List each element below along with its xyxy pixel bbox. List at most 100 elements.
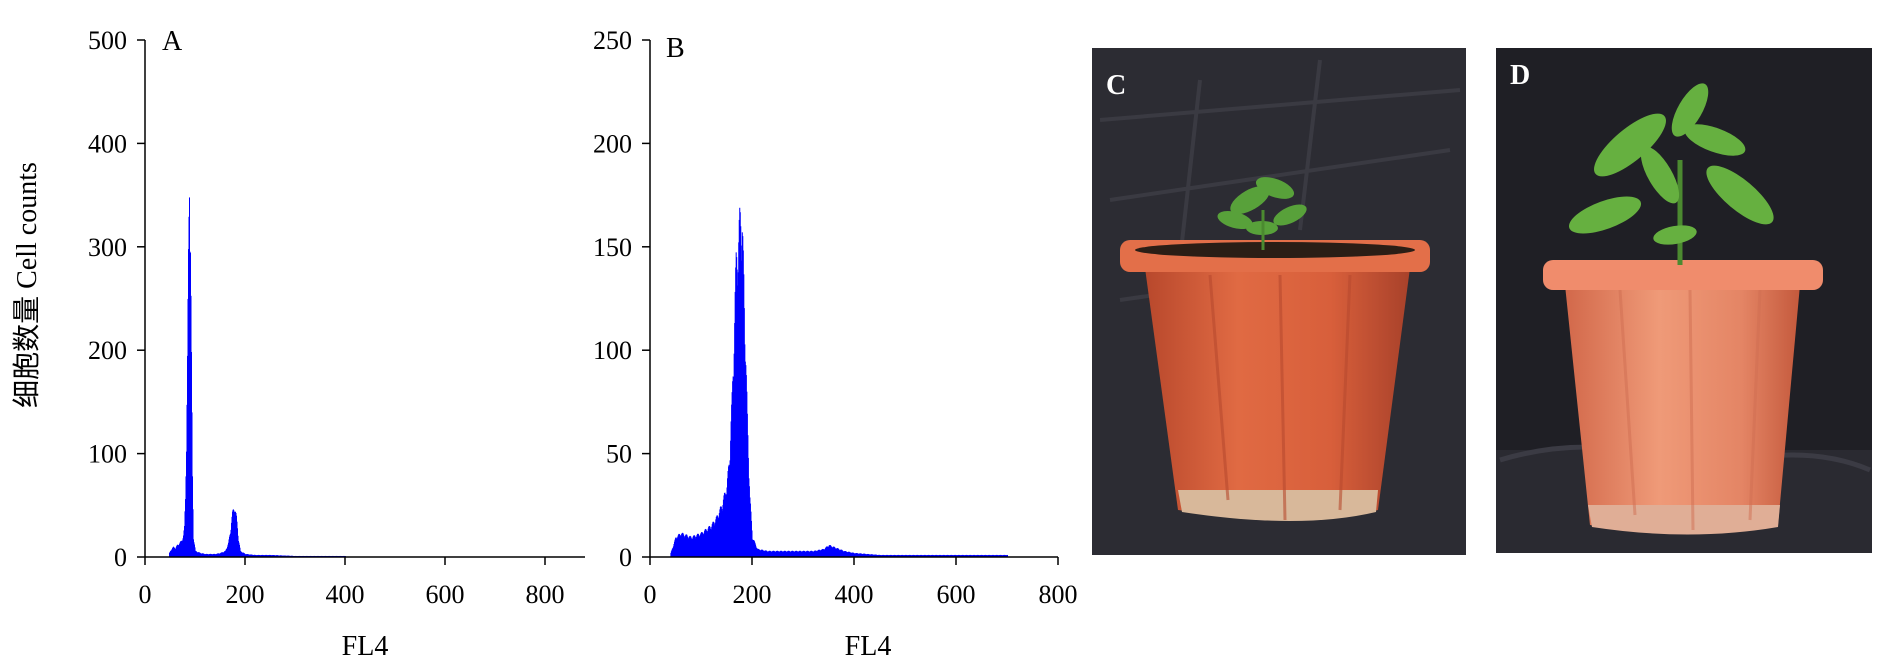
histogram-bar: [936, 554, 938, 557]
histogram-bar: [724, 492, 726, 557]
histogram-bar: [985, 554, 987, 557]
histogram-bar: [835, 548, 837, 557]
histogram-bar: [865, 554, 867, 557]
histogram-bar: [814, 550, 816, 557]
histogram-bar: [824, 548, 826, 557]
histogram-bar: [841, 549, 843, 557]
histogram-bar: [793, 551, 795, 557]
histogram-bar: [959, 555, 961, 557]
histogram-bar: [907, 555, 909, 557]
histogram-bar: [748, 478, 750, 557]
histogram-bar: [691, 539, 693, 557]
histogram-bar: [955, 555, 957, 557]
histogram-bar: [913, 554, 915, 557]
histogram-bar: [798, 551, 800, 557]
histogram-bar: [950, 554, 952, 557]
histogram-bar: [820, 549, 822, 557]
histogram-bar: [964, 555, 966, 557]
histogram-bar: [822, 548, 824, 557]
histogram-bar: [714, 522, 716, 557]
histogram-bar: [922, 555, 924, 557]
histogram-bar: [728, 466, 730, 557]
histogram-bar: [785, 551, 787, 557]
histogram-bar: [949, 555, 951, 557]
histogram-bar: [672, 546, 674, 557]
histogram-bar: [894, 554, 896, 557]
histogram-bar: [815, 550, 817, 557]
histogram-bar: [926, 555, 928, 557]
histogram-bar: [761, 549, 763, 557]
histogram-bar: [738, 219, 740, 557]
histogram-bar: [845, 551, 847, 557]
histogram-bar: [904, 555, 906, 557]
y-ticks-b: 0 50 100 150 200 250: [593, 26, 650, 572]
histogram-bar: [846, 551, 848, 557]
histogram-bar: [758, 548, 760, 557]
histogram-bar: [842, 550, 844, 557]
histogram-bar: [768, 550, 770, 557]
histogram-bar: [939, 554, 941, 557]
histogram-bar: [826, 546, 828, 557]
histogram-bar: [867, 553, 869, 557]
histogram-bar: [818, 549, 820, 557]
histogram-bar: [931, 555, 933, 557]
histogram-bar: [938, 555, 940, 557]
histogram-bar: [882, 554, 884, 557]
histogram-bar: [788, 550, 790, 557]
histogram-bar: [689, 535, 691, 557]
histogram-bar: [769, 550, 771, 557]
histogram-bar: [920, 554, 922, 557]
histogram-bar: [950, 554, 952, 557]
histogram-bar: [739, 207, 741, 557]
histogram-bar: [1005, 555, 1007, 557]
histogram-bar: [718, 513, 720, 557]
histogram-bar: [840, 549, 842, 557]
histogram-bar: [866, 554, 868, 557]
histogram-bar: [706, 532, 708, 557]
histogram-bar: [912, 555, 914, 557]
y-tick-label: 250: [593, 26, 632, 55]
histogram-bar: [673, 541, 675, 557]
histogram-bar: [804, 551, 806, 557]
histogram-bar: [903, 555, 905, 557]
histogram-bar: [760, 550, 762, 557]
x-tick-label: 200: [226, 580, 265, 609]
histogram-bar: [735, 252, 737, 557]
histogram-bar: [892, 555, 894, 557]
histogram-bar: [810, 550, 812, 557]
histogram-bar: [966, 555, 968, 557]
histogram-bar: [856, 553, 858, 557]
histogram-bar: [832, 547, 834, 557]
histogram-bar: [744, 344, 746, 557]
histogram-bar: [771, 551, 773, 557]
histogram-bar: [732, 376, 734, 557]
histogram-bar: [677, 537, 679, 557]
histogram-bar: [754, 541, 756, 557]
histogram-bar: [707, 530, 709, 557]
histogram-bar: [677, 535, 679, 557]
histogram-bar: [1003, 554, 1005, 557]
histogram-bar: [986, 555, 988, 557]
histogram-bar: [881, 555, 883, 557]
histogram-bar: [980, 554, 982, 557]
histogram-bar: [863, 553, 865, 557]
histogram-bar: [741, 232, 743, 557]
histogram-bar: [863, 553, 865, 557]
histogram-bar: [967, 555, 969, 557]
histogram-bar: [993, 555, 995, 557]
histogram-bar: [730, 421, 732, 557]
histogram-bar: [747, 457, 749, 557]
histogram-bar: [991, 555, 993, 557]
histogram-bar: [799, 550, 801, 557]
histogram-bar: [761, 549, 763, 557]
histogram-bar: [770, 551, 772, 557]
histogram-bar: [740, 226, 742, 558]
histogram-bar: [757, 549, 759, 557]
histogram-bar: [971, 555, 973, 557]
histogram-bar: [884, 555, 886, 557]
histogram-bar: [847, 551, 849, 557]
histogram-bar: [717, 516, 719, 557]
histogram-bar: [864, 553, 866, 557]
histogram-bar: [727, 478, 729, 557]
